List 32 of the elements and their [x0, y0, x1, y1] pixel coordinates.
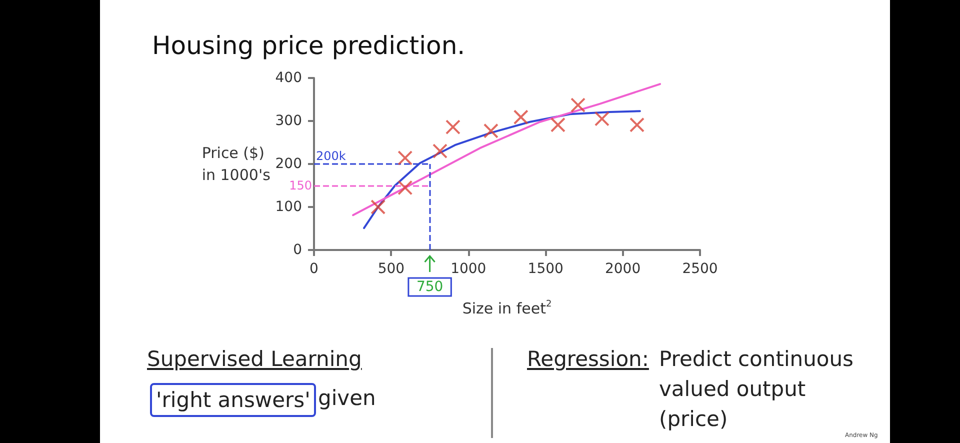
y-tick-label: 400: [275, 70, 302, 86]
y-tick-label: 100: [275, 199, 302, 215]
text: Regression:: [527, 346, 649, 373]
x-tick-label: 1500: [528, 261, 564, 277]
x-tick-label: 2500: [682, 261, 718, 277]
ref-line-label: 200k: [316, 149, 346, 163]
x-tick-label: 2000: [604, 261, 641, 277]
chart-title: Housing price prediction.: [152, 31, 466, 60]
point: [594, 111, 610, 126]
text: Supervised Learning: [147, 346, 362, 373]
point: [483, 123, 498, 138]
point: [370, 200, 386, 214]
point: [398, 180, 413, 196]
ref-line-label: 150: [289, 178, 312, 192]
x-tick-label: 0: [310, 261, 318, 277]
point: [513, 110, 528, 125]
point: [398, 150, 413, 166]
y-tick-label: 200: [275, 156, 302, 172]
text: 'right answers': [150, 383, 316, 417]
ref-line-label: 750: [416, 279, 444, 295]
x-tick-label: 1000: [450, 261, 486, 277]
text: Predict continuous valued output (price): [659, 347, 854, 431]
point: [570, 98, 586, 113]
point: [630, 117, 645, 132]
point: [432, 144, 448, 159]
y-axis-title: Price ($) in 1000's: [202, 144, 271, 184]
text: given: [318, 385, 376, 412]
y-tick-label: 0: [293, 242, 302, 258]
x-tick-label: 500: [378, 261, 405, 277]
y-tick-label: 300: [275, 113, 302, 129]
point: [445, 120, 460, 135]
point: [550, 117, 566, 132]
